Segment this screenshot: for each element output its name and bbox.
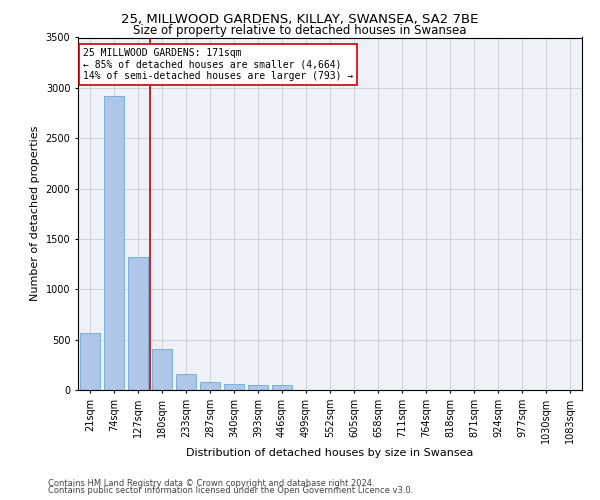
Bar [272, 386, 292, 390]
Text: 25, MILLWOOD GARDENS, KILLAY, SWANSEA, SA2 7BE: 25, MILLWOOD GARDENS, KILLAY, SWANSEA, S… [121, 12, 479, 26]
Bar [200, 382, 220, 390]
Bar [152, 349, 172, 390]
Text: 25 MILLWOOD GARDENS: 171sqm
← 85% of detached houses are smaller (4,664)
14% of : 25 MILLWOOD GARDENS: 171sqm ← 85% of det… [83, 48, 353, 82]
Bar [176, 374, 196, 390]
Text: Contains HM Land Registry data © Crown copyright and database right 2024.: Contains HM Land Registry data © Crown c… [48, 478, 374, 488]
Text: Size of property relative to detached houses in Swansea: Size of property relative to detached ho… [133, 24, 467, 37]
X-axis label: Distribution of detached houses by size in Swansea: Distribution of detached houses by size … [187, 448, 473, 458]
Y-axis label: Number of detached properties: Number of detached properties [30, 126, 40, 302]
Bar [80, 332, 100, 390]
Bar [248, 385, 268, 390]
Bar [128, 257, 148, 390]
Bar [104, 96, 124, 390]
Text: Contains public sector information licensed under the Open Government Licence v3: Contains public sector information licen… [48, 486, 413, 495]
Bar [224, 384, 244, 390]
